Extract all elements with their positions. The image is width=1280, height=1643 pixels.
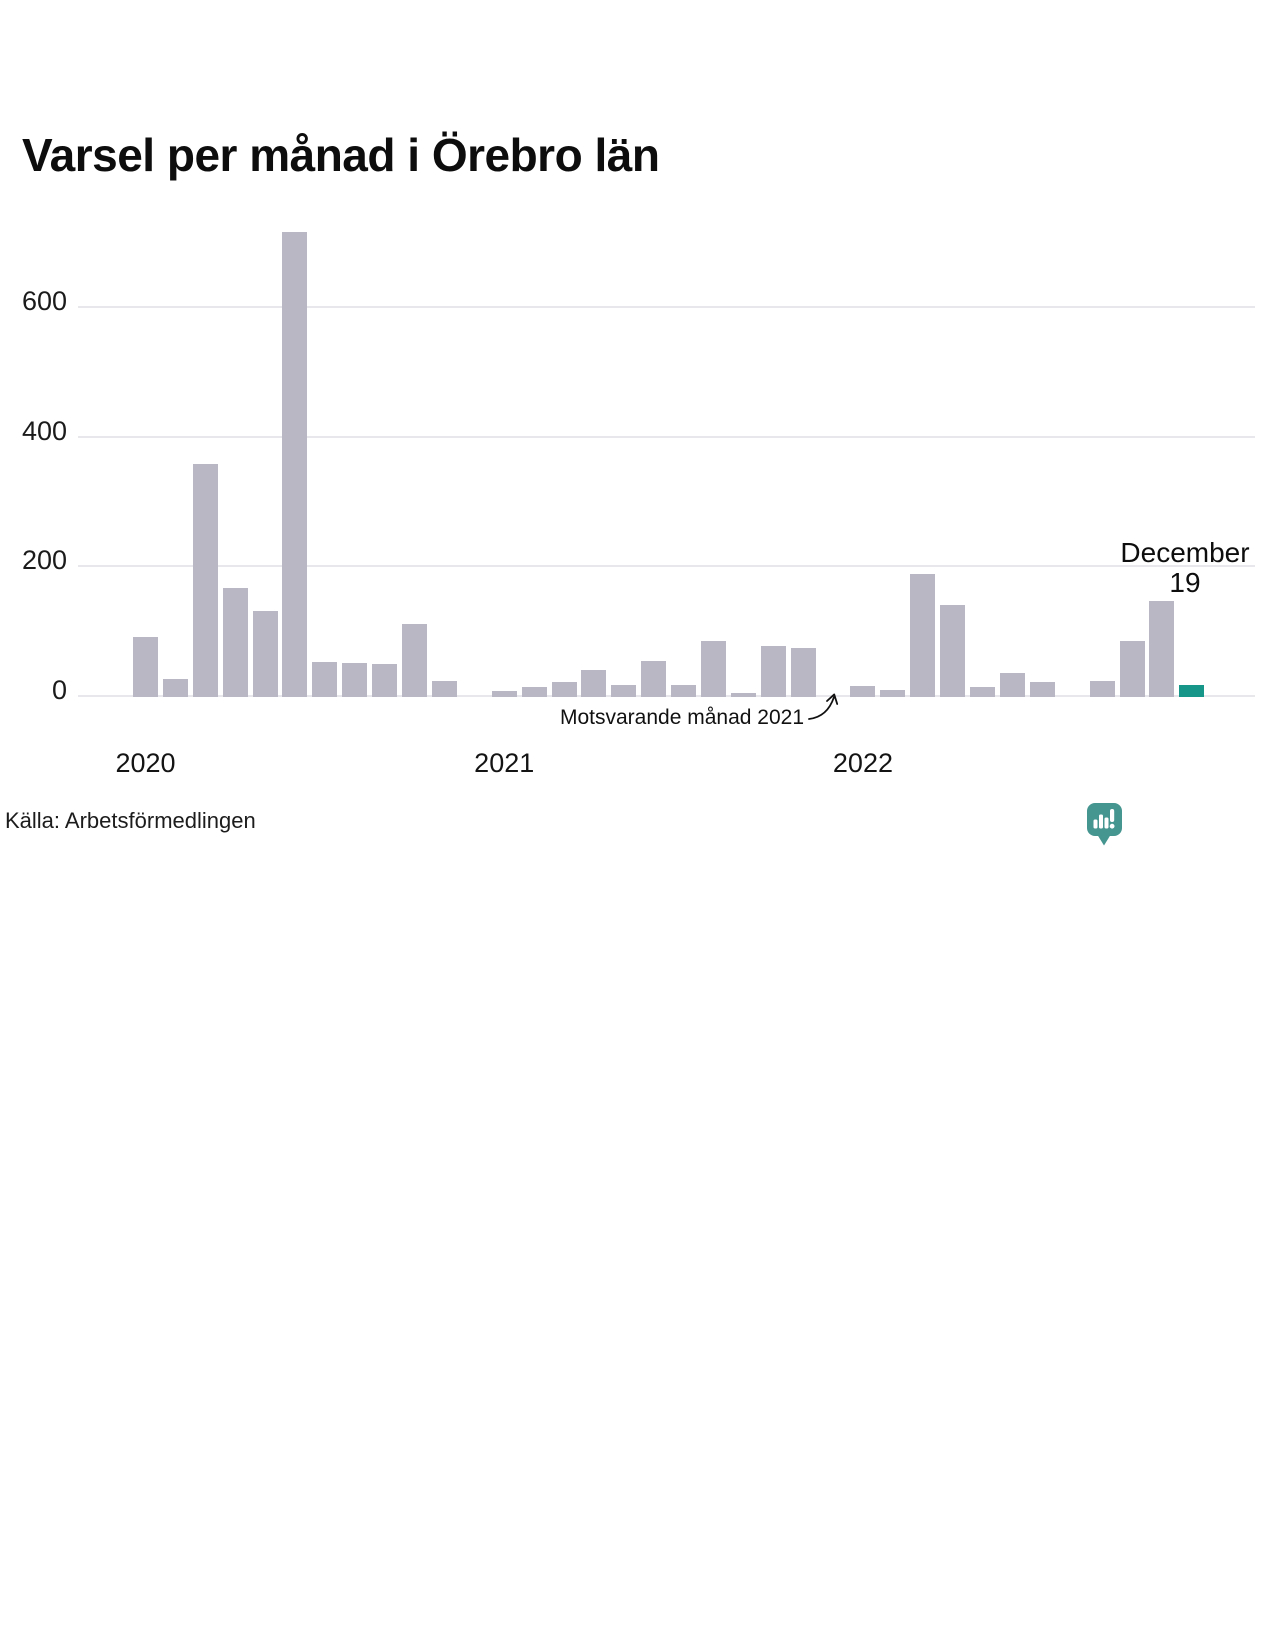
bar-2021-06 (641, 661, 667, 697)
y-axis-tick-200: 200 (21, 545, 67, 576)
bar-2020-04 (222, 588, 248, 697)
bar-2020-05 (252, 611, 278, 697)
highlight-label-month: December (1120, 537, 1250, 568)
y-axis-tick-400: 400 (21, 415, 67, 446)
bar-2020-07 (312, 662, 338, 697)
source-note: Källa: Arbetsförmedlingen (5, 808, 256, 833)
bar-2020-02 (162, 679, 188, 697)
y-axis-tick-600: 600 (21, 286, 67, 317)
bar-2022-10 (1119, 641, 1145, 697)
newsworthy-logo: Newsworthy (1086, 802, 1124, 853)
bar-2022-03 (910, 574, 936, 697)
newsworthy-speech-bubble-chart-icon (1087, 803, 1122, 846)
bar-2022-01 (850, 686, 876, 697)
bar-2021-11 (790, 648, 816, 697)
x-axis-year-label-2022: 2022 (832, 748, 893, 778)
bar-2020-03 (192, 464, 218, 697)
chart-title: Varsel per månad i Örebro län (22, 129, 660, 181)
bar-2021-07 (671, 685, 697, 697)
bar-2022-09 (1089, 681, 1115, 697)
x-axis-year-label-2020: 2020 (115, 748, 176, 778)
bar-2021-08 (700, 641, 726, 697)
bar-2020-06 (282, 232, 308, 697)
gridline-400 (78, 435, 1255, 438)
gridline-200 (78, 565, 1255, 568)
bar-2020-11 (431, 681, 457, 697)
bar-2022-04 (940, 605, 966, 697)
gridline-0 (78, 695, 1255, 697)
bar-2021-01 (491, 691, 517, 697)
bar-2022-12 (1179, 685, 1205, 697)
bar-2022-07 (1029, 682, 1055, 697)
bar-2020-08 (342, 663, 368, 697)
bar-2020-10 (402, 624, 428, 697)
bar-2021-10 (760, 646, 786, 697)
bar-2021-03 (551, 682, 577, 697)
x-axis-year-label-2021: 2021 (474, 748, 535, 778)
bar-2021-02 (521, 687, 547, 697)
comparison-annotation-text: Motsvarande månad 2021 (560, 706, 804, 729)
bar-2022-06 (999, 673, 1025, 697)
bar-2022-02 (880, 690, 906, 697)
annotation-arrow-icon (808, 693, 839, 720)
highlight-label: December 19 (1112, 538, 1258, 598)
bar-2020-09 (372, 664, 398, 697)
bar-2022-05 (970, 687, 996, 697)
bar-2020-01 (133, 637, 158, 697)
bar-2021-05 (611, 685, 637, 697)
bar-2021-04 (581, 670, 607, 697)
bar-2022-11 (1149, 601, 1175, 697)
y-axis-tick-0: 0 (51, 675, 67, 705)
highlight-label-value: 19 (1169, 567, 1201, 598)
bar-chart: 0 200 400 600 2020 2021 2022 (21, 232, 1255, 778)
bar-2021-09 (730, 693, 756, 697)
gridline-600 (78, 306, 1255, 309)
